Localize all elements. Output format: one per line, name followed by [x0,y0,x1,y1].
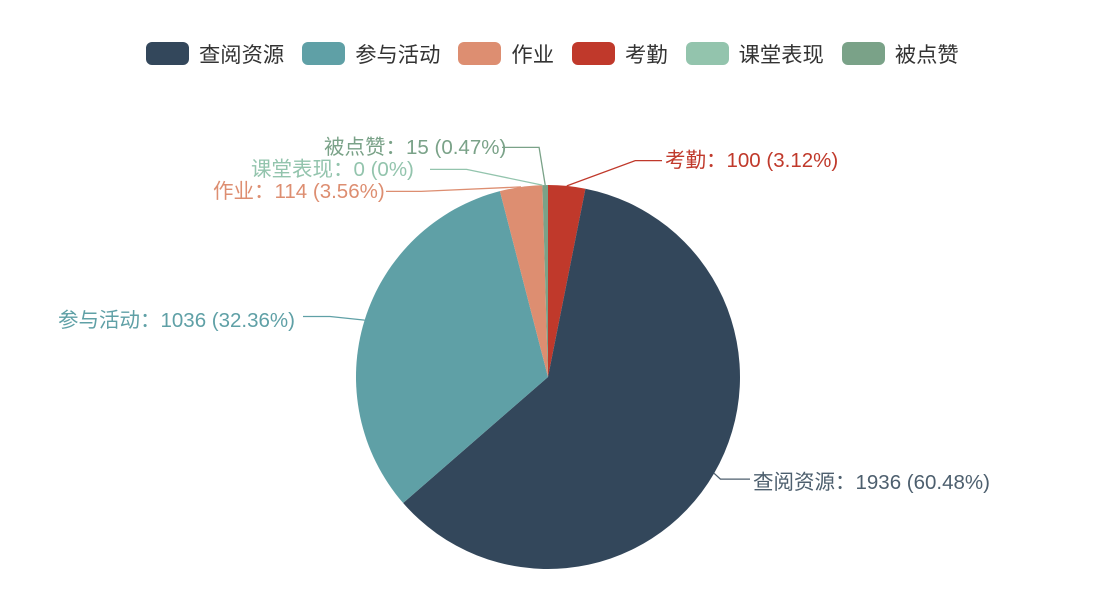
svg-text:作业：114 (3.56%): 作业：114 (3.56%) [213,180,385,203]
svg-text:参与活动：1036 (32.36%): 参与活动：1036 (32.36%) [58,309,295,332]
svg-text:考勤：100 (3.12%): 考勤：100 (3.12%) [665,149,838,172]
svg-text:查阅资源：1936 (60.48%): 查阅资源：1936 (60.48%) [753,471,990,494]
svg-text:被点赞：15 (0.47%): 被点赞：15 (0.47%) [324,136,506,159]
svg-text:课堂表现：0 (0%): 课堂表现：0 (0%) [251,158,414,181]
